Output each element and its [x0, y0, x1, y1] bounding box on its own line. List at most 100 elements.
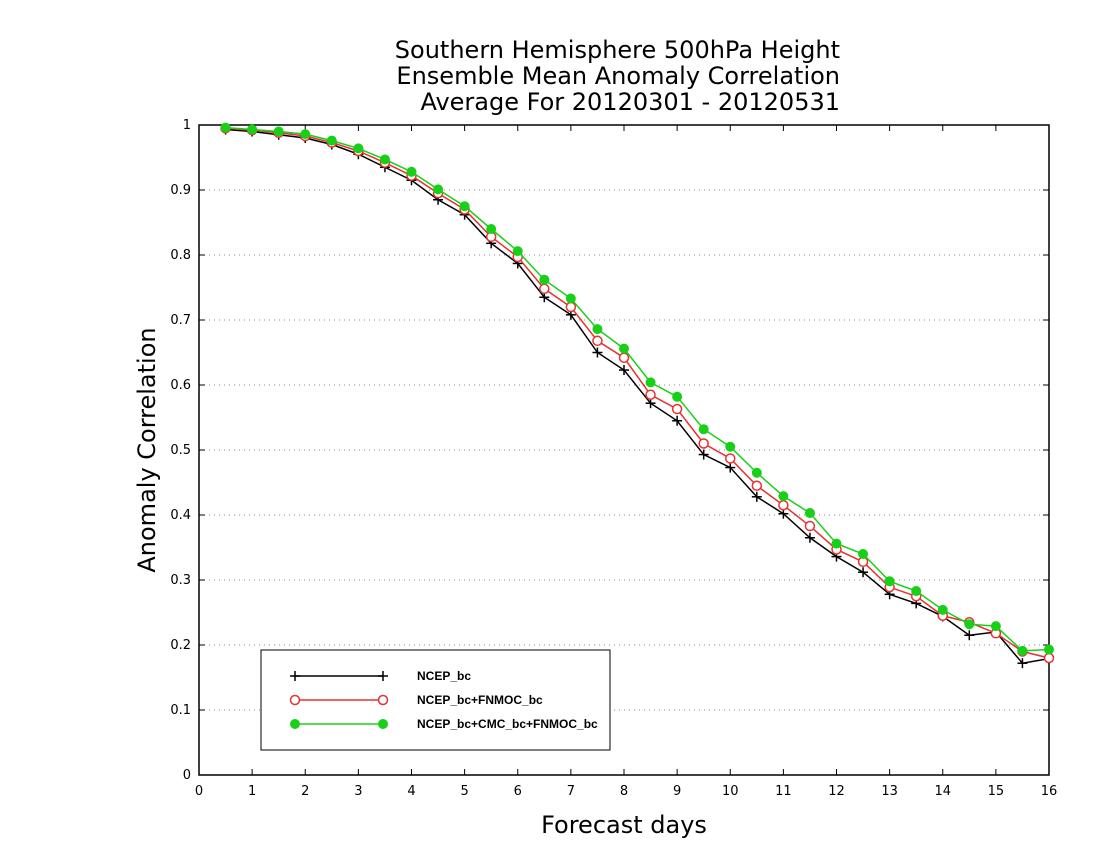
data-point: [247, 124, 258, 135]
data-point: [486, 224, 497, 234]
y-tick-label: 0.5: [170, 443, 191, 458]
x-tick-label: 9: [673, 784, 681, 799]
series-line: [225, 128, 1050, 665]
data-point: [672, 415, 683, 426]
legend-marker: [377, 694, 389, 706]
x-tick-label: 4: [407, 784, 415, 799]
data-point: [698, 449, 709, 460]
data-series: [220, 122, 1055, 669]
data-point: [433, 184, 444, 195]
series-2: [220, 122, 1054, 656]
legend-label: NCEP_bc+FNMOC_bc: [417, 693, 543, 707]
legend-marker: [378, 719, 388, 729]
data-point: [964, 630, 975, 641]
data-point: [406, 166, 417, 177]
data-point: [804, 532, 815, 543]
legend: NCEP_bc NCEP_bc+FNMOC_bc NCEP_bc+CMC_bc+FN…: [260, 649, 611, 751]
data-point: [751, 467, 762, 478]
data-point: [539, 274, 550, 285]
data-point: [353, 143, 364, 154]
x-tick-label: 15: [988, 784, 1005, 799]
x-axis-label: Forecast days: [541, 811, 707, 839]
y-tick-label: 0: [183, 768, 191, 783]
y-tick-label: 0.1: [170, 703, 191, 718]
y-tick-label: 0.6: [170, 378, 191, 393]
data-point: [592, 347, 603, 358]
data-point: [698, 424, 709, 435]
data-point: [645, 389, 656, 400]
data-point: [858, 567, 869, 578]
y-tick-label: 0.3: [170, 573, 191, 588]
series-1: [220, 123, 1055, 664]
data-point: [990, 621, 1001, 632]
y-tick-label: 1: [183, 118, 191, 133]
data-point: [725, 441, 736, 452]
data-point: [937, 604, 948, 615]
y-tick-label: 0.7: [170, 313, 191, 328]
legend-label: NCEP_bc: [417, 669, 471, 683]
data-point: [778, 491, 789, 502]
y-tick-label: 0.4: [170, 508, 191, 523]
data-point: [964, 619, 975, 630]
data-point: [1017, 645, 1028, 656]
data-point: [645, 377, 656, 388]
chart-title-line-1: Southern Hemisphere 500hPa Height: [395, 36, 840, 64]
data-point: [725, 462, 736, 473]
series-line: [225, 126, 1050, 652]
data-point: [539, 283, 550, 295]
grid-lines: [199, 189, 1049, 711]
x-tick-label: 14: [934, 784, 951, 799]
chart-title: Southern Hemisphere 500hPa Height Ensemb…: [395, 36, 840, 116]
legend-marker: [378, 671, 388, 681]
data-point: [911, 586, 922, 597]
data-point: [459, 201, 470, 212]
data-point: [672, 391, 683, 402]
data-point: [725, 453, 736, 464]
series-0: [220, 124, 1054, 669]
data-point: [884, 576, 895, 587]
data-point: [300, 129, 311, 140]
data-point: [831, 538, 842, 549]
data-point: [220, 122, 231, 133]
series-line: [225, 127, 1050, 659]
data-point: [618, 352, 630, 363]
x-tick-label: 6: [514, 784, 522, 799]
data-point: [671, 403, 683, 415]
data-point: [1044, 644, 1054, 655]
x-tick-label: 1: [248, 784, 256, 799]
legend-label: NCEP_bc+CMC_bc+FNMOC_bc: [417, 717, 598, 731]
data-point: [512, 246, 523, 257]
data-point: [1017, 658, 1028, 669]
legend-marker: [290, 671, 300, 681]
x-tick-label: 16: [1041, 784, 1058, 799]
x-tick-label: 8: [620, 784, 628, 799]
data-point: [858, 549, 869, 559]
data-point: [273, 126, 284, 137]
y-tick-label: 0.2: [170, 638, 191, 653]
y-tick-label: 0.9: [170, 183, 191, 198]
data-point: [804, 508, 815, 519]
x-tick-label: 12: [828, 784, 845, 799]
data-point: [619, 343, 629, 354]
x-tick-label: 5: [460, 784, 468, 799]
data-point: [698, 438, 709, 449]
legend-marker: [290, 719, 300, 729]
data-point: [379, 154, 390, 165]
chart-title-line-2: Ensemble Mean Anomaly Correlation: [396, 62, 840, 90]
data-point: [619, 365, 629, 376]
data-point: [326, 135, 337, 146]
data-point: [592, 335, 603, 347]
x-tick-label: 0: [195, 784, 203, 799]
data-point: [565, 301, 577, 313]
legend-marker: [289, 694, 301, 706]
data-point: [592, 324, 603, 335]
y-axis-label: Anomaly Correlation: [133, 327, 161, 572]
x-tick-label: 11: [775, 784, 792, 799]
axis-ticks: 00.10.20.30.40.50.60.70.80.910 1 2 3 4 5 6 7 8 9 1…: [170, 118, 1057, 799]
x-tick-label: 2: [301, 784, 309, 799]
data-point: [565, 293, 576, 304]
data-point: [778, 500, 789, 511]
data-point: [1043, 652, 1055, 664]
